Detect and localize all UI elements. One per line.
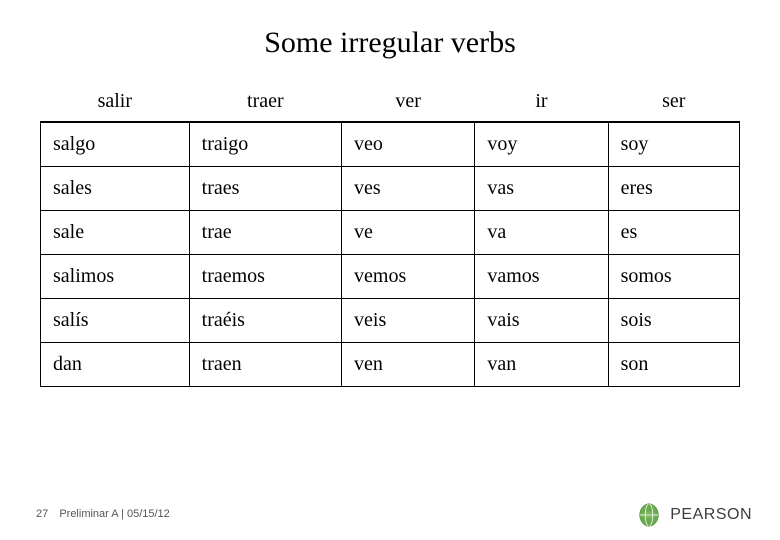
pearson-logo: PEARSON	[634, 500, 752, 530]
table-cell: traemos	[189, 255, 341, 299]
cell-text: ves	[354, 177, 381, 199]
cell-text: vais	[487, 309, 519, 331]
cell-text: va	[487, 221, 506, 243]
cell-text: sales	[53, 177, 92, 199]
cell-text: v	[354, 133, 364, 155]
table-cell: voy	[475, 122, 608, 167]
table-cell: veo	[342, 122, 475, 167]
cell-highlight: igo	[223, 133, 249, 155]
table-cell: sales	[41, 167, 190, 211]
table-cell: traéis	[189, 299, 341, 343]
cell-text: salís	[53, 309, 89, 331]
table-cell: van	[475, 343, 608, 387]
table-cell: salimos	[41, 255, 190, 299]
col-header: ver	[342, 90, 475, 122]
table-cell: traen	[189, 343, 341, 387]
logo-text: PEARSON	[670, 506, 752, 524]
cell-text: salimos	[53, 265, 114, 287]
cell-text: traen	[202, 353, 242, 375]
cell-text: tra	[202, 133, 223, 155]
cell-text: traemos	[202, 265, 265, 287]
table-cell: dan	[41, 343, 190, 387]
cell-text: trae	[202, 221, 232, 243]
table-row: salimos traemos vemos vamos somos	[41, 255, 740, 299]
table-cell: ven	[342, 343, 475, 387]
cell-text: ven	[354, 353, 383, 375]
table-cell: es	[608, 211, 739, 255]
table-cell: soy	[608, 122, 739, 167]
cell-text: veis	[354, 309, 386, 331]
table-row: sale trae ve va es	[41, 211, 740, 255]
table-cell: somos	[608, 255, 739, 299]
table-cell: traes	[189, 167, 341, 211]
cell-text: sal	[53, 133, 75, 155]
cell-text: sale	[53, 221, 84, 243]
col-header: ser	[608, 90, 739, 122]
footer: 27 Preliminar A | 05/15/12	[36, 508, 170, 520]
table-row: salís traéis veis vais sois	[41, 299, 740, 343]
cell-text: vas	[487, 177, 514, 199]
col-header: salir	[41, 90, 190, 122]
table-row: dan traen ven van son	[41, 343, 740, 387]
cell-text: v	[487, 133, 497, 155]
footer-text: Preliminar A | 05/15/12	[59, 508, 169, 520]
cell-text: dan	[53, 353, 82, 375]
table-row: salgotraigoveovoysoy	[41, 122, 740, 167]
verbs-table: salir traer ver ir ser salgotraigoveovoy…	[40, 90, 740, 387]
cell-text: eres	[621, 177, 653, 199]
page-number: 27	[36, 508, 48, 520]
table-cell: eres	[608, 167, 739, 211]
table-cell: son	[608, 343, 739, 387]
table-cell: trae	[189, 211, 341, 255]
table-cell: vas	[475, 167, 608, 211]
table-header-row: salir traer ver ir ser	[41, 90, 740, 122]
cell-highlight: go	[75, 133, 95, 155]
cell-text: vamos	[487, 265, 539, 287]
slide: Some irregular verbs salir traer ver ir …	[0, 0, 780, 540]
cell-text: traes	[202, 177, 240, 199]
cell-text: es	[621, 221, 638, 243]
table-cell: salís	[41, 299, 190, 343]
table-cell: vemos	[342, 255, 475, 299]
table-cell: va	[475, 211, 608, 255]
table-cell: vamos	[475, 255, 608, 299]
cell-text: van	[487, 353, 516, 375]
cell-text: son	[621, 353, 649, 375]
table-cell: traigo	[189, 122, 341, 167]
table-cell: vais	[475, 299, 608, 343]
col-header: ir	[475, 90, 608, 122]
cell-text: traéis	[202, 309, 245, 331]
globe-icon	[634, 500, 664, 530]
table-row: sales traes ves vas eres	[41, 167, 740, 211]
table-cell: sale	[41, 211, 190, 255]
cell-highlight: eo	[364, 133, 383, 155]
cell-text: ve	[354, 221, 373, 243]
table-cell: salgo	[41, 122, 190, 167]
cell-text: sois	[621, 309, 652, 331]
cell-text: vemos	[354, 265, 406, 287]
table-cell: veis	[342, 299, 475, 343]
col-header: traer	[189, 90, 341, 122]
table-cell: sois	[608, 299, 739, 343]
cell-highlight: oy	[628, 133, 648, 155]
table-cell: ves	[342, 167, 475, 211]
table-cell: ve	[342, 211, 475, 255]
cell-highlight: oy	[497, 133, 517, 155]
cell-text: somos	[621, 265, 672, 287]
page-title: Some irregular verbs	[40, 26, 740, 60]
